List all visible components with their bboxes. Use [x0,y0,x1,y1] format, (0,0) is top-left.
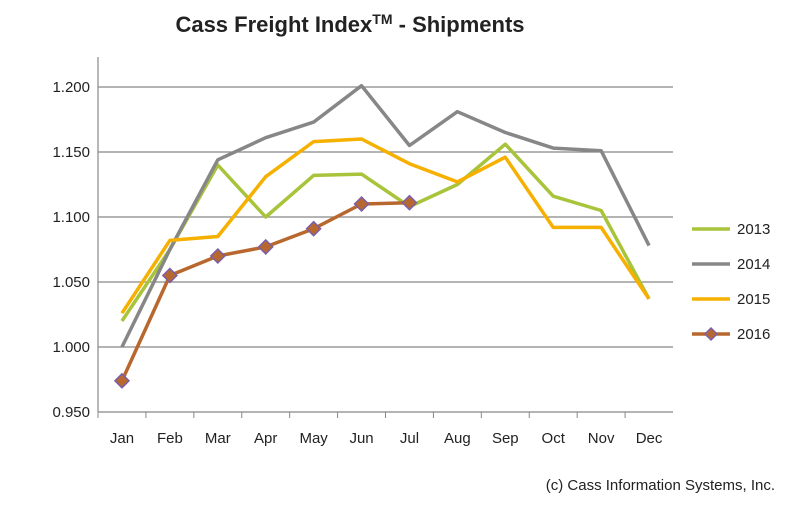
y-tick-label: 1.150 [52,144,90,161]
x-tick-label: Jan [110,430,134,447]
chart-title: Cass Freight IndexTM - Shipments [175,11,524,37]
legend-label-2013: 2013 [737,221,770,238]
x-tick-label: Oct [542,430,566,447]
series-line-2014 [120,83,651,348]
series-line-2015 [120,137,651,315]
x-tick-label: Mar [205,430,231,447]
x-tick-label: May [299,430,328,447]
x-tick-label: Sep [492,430,519,447]
series-line-2016 [120,200,410,382]
data-point-2016 [113,372,131,389]
legend-label-2015: 2015 [737,291,770,308]
series-line-2013 [120,142,651,322]
data-point-2016 [401,194,418,211]
x-tick-label: Jun [349,430,373,447]
x-tick-label: Feb [157,430,183,447]
data-point-2016 [305,220,322,237]
y-tick-label: 0.950 [52,404,90,421]
y-tick-label: 1.000 [52,339,90,356]
y-tick-label: 1.200 [52,79,90,96]
y-tick-label: 1.050 [52,274,90,291]
legend-label-2016: 2016 [737,326,770,343]
data-point-2016 [209,247,226,265]
legend-label-2014: 2014 [737,256,770,273]
x-tick-label: Apr [254,430,277,447]
legend-marker-2016 [703,326,719,342]
y-tick-label: 1.100 [52,209,90,226]
x-tick-label: Nov [588,430,615,447]
x-tick-label: Jul [400,430,419,447]
data-point-2016 [353,195,370,213]
data-point-2016 [257,238,274,255]
x-tick-label: Dec [636,430,663,447]
x-tick-label: Aug [444,430,471,447]
copyright-annotation: (c) Cass Information Systems, Inc. [546,477,775,494]
data-point-2016 [161,267,178,284]
